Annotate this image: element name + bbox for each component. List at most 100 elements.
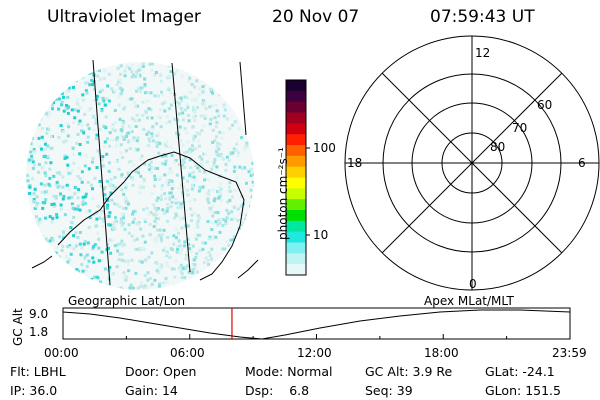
emission-speckle <box>86 241 90 245</box>
emission-speckle <box>214 235 218 239</box>
emission-speckle <box>201 247 205 251</box>
emission-speckle <box>72 215 76 219</box>
emission-speckle <box>133 100 137 104</box>
emission-speckle <box>177 102 181 105</box>
emission-speckle <box>127 223 131 227</box>
emission-speckle <box>107 214 111 218</box>
emission-speckle <box>76 175 80 178</box>
emission-speckle <box>142 128 146 131</box>
emission-speckle <box>119 86 123 90</box>
emission-speckle <box>60 92 64 96</box>
emission-speckle <box>84 269 88 273</box>
emission-speckle <box>132 163 136 167</box>
emission-speckle <box>165 209 169 213</box>
emission-speckle <box>180 226 184 230</box>
emission-speckle <box>51 103 54 107</box>
emission-speckle <box>115 265 119 269</box>
emission-speckle <box>50 146 54 150</box>
emission-speckle <box>208 235 212 239</box>
emission-speckle <box>233 189 237 192</box>
lat-label-80: 80 <box>490 140 506 154</box>
emission-speckle <box>30 154 34 158</box>
emission-speckle <box>227 159 231 163</box>
mlt-label-6: 6 <box>578 156 586 170</box>
emission-speckle <box>135 113 139 117</box>
emission-speckle <box>71 153 75 156</box>
emission-speckle <box>135 237 139 241</box>
emission-speckle <box>150 192 154 195</box>
emission-speckle <box>178 251 182 255</box>
emission-speckle <box>26 161 30 165</box>
emission-speckle <box>169 70 173 73</box>
emission-speckle <box>191 244 195 248</box>
emission-speckle <box>178 244 182 248</box>
emission-speckle <box>71 204 75 208</box>
emission-speckle <box>148 222 152 226</box>
emission-speckle <box>70 202 74 206</box>
emission-speckle <box>152 203 156 207</box>
emission-speckle <box>113 89 117 93</box>
emission-speckle <box>123 227 127 231</box>
emission-speckle <box>101 225 105 228</box>
emission-speckle <box>195 270 199 274</box>
emission-speckle <box>155 141 159 144</box>
emission-speckle <box>108 265 112 269</box>
emission-speckle <box>174 227 178 231</box>
emission-speckle <box>49 161 53 165</box>
emission-speckle <box>85 264 89 268</box>
status-ip-value: 36.0 <box>29 383 58 398</box>
emission-speckle <box>177 201 181 205</box>
emission-speckle <box>113 222 117 226</box>
emission-speckle <box>104 213 108 217</box>
emission-speckle <box>212 199 216 203</box>
emission-speckle <box>76 102 80 106</box>
emission-speckle <box>182 158 185 162</box>
emission-speckle <box>135 70 139 74</box>
emission-speckle <box>118 117 122 121</box>
emission-speckle <box>218 192 222 196</box>
emission-speckle <box>148 163 151 167</box>
emission-speckle <box>170 200 174 204</box>
emission-speckle <box>188 199 192 203</box>
emission-speckle <box>62 109 66 113</box>
emission-speckle <box>27 158 31 162</box>
emission-speckle <box>67 125 71 129</box>
emission-speckle <box>178 125 182 129</box>
emission-speckle <box>131 183 135 187</box>
emission-speckle <box>155 208 158 212</box>
emission-speckle <box>195 252 199 256</box>
emission-speckle <box>104 126 108 130</box>
emission-speckle <box>198 185 202 189</box>
emission-speckle <box>177 112 181 116</box>
emission-speckle <box>138 73 142 77</box>
lat-label-60: 60 <box>537 98 553 112</box>
emission-speckle <box>114 144 118 148</box>
emission-speckle <box>92 80 96 84</box>
emission-speckle <box>48 112 52 115</box>
emission-speckle <box>87 167 91 171</box>
emission-speckle <box>249 168 253 171</box>
emission-speckle <box>121 125 125 129</box>
emission-speckle <box>172 267 176 271</box>
emission-speckle <box>105 152 109 156</box>
emission-speckle <box>188 147 192 151</box>
emission-speckle <box>97 102 101 106</box>
colorbar-band <box>286 199 306 211</box>
emission-speckle <box>89 107 93 111</box>
emission-speckle <box>67 86 71 90</box>
emission-speckle <box>74 231 78 235</box>
emission-speckle <box>114 137 118 141</box>
emission-speckle <box>191 139 195 143</box>
emission-speckle <box>88 216 92 220</box>
colorbar-band <box>286 145 306 157</box>
emission-speckle <box>207 251 211 254</box>
emission-speckle <box>40 190 44 194</box>
colorbar-band <box>286 210 306 222</box>
emission-speckle <box>120 258 124 262</box>
emission-speckle <box>183 108 187 112</box>
emission-speckle <box>204 256 208 260</box>
emission-speckle <box>186 237 190 241</box>
emission-speckle <box>160 263 164 267</box>
emission-speckle <box>217 218 221 222</box>
emission-speckle <box>100 158 104 162</box>
